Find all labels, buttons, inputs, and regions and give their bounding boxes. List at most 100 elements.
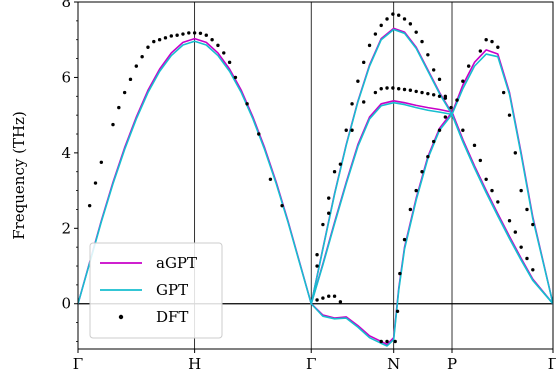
x-tick-label: H xyxy=(188,355,201,373)
dft-point xyxy=(315,253,319,257)
y-tick-label: 0 xyxy=(61,295,71,313)
dft-point xyxy=(338,162,343,166)
dft-point xyxy=(461,79,465,83)
dft-point xyxy=(455,98,459,102)
dft-point xyxy=(332,170,337,174)
legend-label: GPT xyxy=(156,281,188,299)
dft-point xyxy=(385,339,389,344)
series-line-gpt xyxy=(310,113,553,347)
dft-point xyxy=(478,49,483,53)
dft-point xyxy=(117,105,121,110)
dft-point xyxy=(210,38,214,42)
dft-point xyxy=(350,128,354,132)
dft-point xyxy=(414,30,418,34)
dft-point xyxy=(222,51,226,55)
legend-entry-gpt: GPT xyxy=(100,281,188,299)
dft-point xyxy=(99,160,104,164)
dft-point xyxy=(192,31,197,35)
dft-point xyxy=(152,39,156,44)
x-tick-label: Γ xyxy=(73,355,83,373)
dft-point xyxy=(402,17,407,21)
y-tick-label: 6 xyxy=(61,68,71,86)
dft-point xyxy=(93,181,98,185)
dft-point xyxy=(332,294,337,298)
dft-point xyxy=(525,256,529,261)
dft-point xyxy=(157,38,162,42)
dft-point xyxy=(373,32,378,36)
dft-point xyxy=(426,53,430,57)
dft-point xyxy=(501,90,506,95)
dft-point xyxy=(449,105,453,110)
dft-point xyxy=(128,77,133,82)
dft-point xyxy=(402,87,407,92)
legend-box xyxy=(89,242,223,339)
dft-point xyxy=(519,245,523,249)
series-line-gpt xyxy=(78,40,313,305)
dft-point xyxy=(122,90,127,95)
dft-point xyxy=(513,230,518,234)
dft-point xyxy=(373,90,378,95)
dft-point xyxy=(525,207,529,212)
dft-point xyxy=(496,45,500,49)
dft-point xyxy=(321,296,325,300)
legend-swatch xyxy=(118,314,124,320)
dft-point xyxy=(507,219,512,223)
legend-label: aGPT xyxy=(156,254,197,272)
dft-point xyxy=(490,39,494,44)
series-lines xyxy=(78,27,553,347)
dft-point xyxy=(437,128,442,132)
dft-point xyxy=(420,39,424,44)
dft-point xyxy=(362,100,366,104)
dft-point xyxy=(437,77,442,82)
dft-point xyxy=(531,222,535,227)
dft-point xyxy=(414,89,418,94)
dft-point xyxy=(140,54,144,59)
dft-point xyxy=(204,33,208,37)
dft-point xyxy=(338,300,343,304)
dft-point xyxy=(385,86,389,90)
dft-point xyxy=(397,87,401,91)
dft-point xyxy=(227,60,232,65)
dft-point xyxy=(181,32,185,36)
dft-point xyxy=(426,154,430,159)
dft-point xyxy=(327,294,331,298)
dft-point xyxy=(507,113,512,117)
dft-point xyxy=(245,102,249,106)
dft-point xyxy=(367,43,372,48)
dft-point xyxy=(391,86,395,90)
dft-point xyxy=(513,151,518,155)
dft-point xyxy=(379,23,383,28)
dft-point xyxy=(385,17,389,21)
dft-point xyxy=(175,33,179,37)
dft-point xyxy=(437,94,442,98)
dft-point xyxy=(395,309,400,313)
dft-point xyxy=(379,87,383,91)
y-tick-label: 2 xyxy=(61,219,71,237)
dft-point xyxy=(111,122,115,127)
dft-point xyxy=(233,75,238,80)
dft-point xyxy=(461,128,465,132)
dft-point xyxy=(443,115,448,119)
legend-entry-dft: DFT xyxy=(118,308,188,326)
dft-point xyxy=(426,91,430,96)
plot-border xyxy=(77,1,554,350)
legend-label: DFT xyxy=(156,308,188,326)
dft-point xyxy=(216,43,220,48)
dft-point xyxy=(393,339,397,344)
dft-point xyxy=(408,22,413,26)
dft-point xyxy=(519,188,523,193)
legend: aGPT GPT DFT xyxy=(89,242,223,339)
dft-point xyxy=(321,222,325,227)
dft-point xyxy=(431,93,436,97)
y-tick-label: 8 xyxy=(61,0,71,11)
dft-point xyxy=(87,203,92,208)
axes: 0 2 4 6 8 Γ H Γ N P Γ xyxy=(61,0,556,373)
dft-point xyxy=(431,139,436,144)
dft-point xyxy=(420,90,424,95)
dft-point xyxy=(443,96,448,100)
dft-point xyxy=(169,34,173,38)
dft-point xyxy=(402,237,407,242)
dft-point xyxy=(187,31,191,35)
dft-point xyxy=(408,88,413,92)
